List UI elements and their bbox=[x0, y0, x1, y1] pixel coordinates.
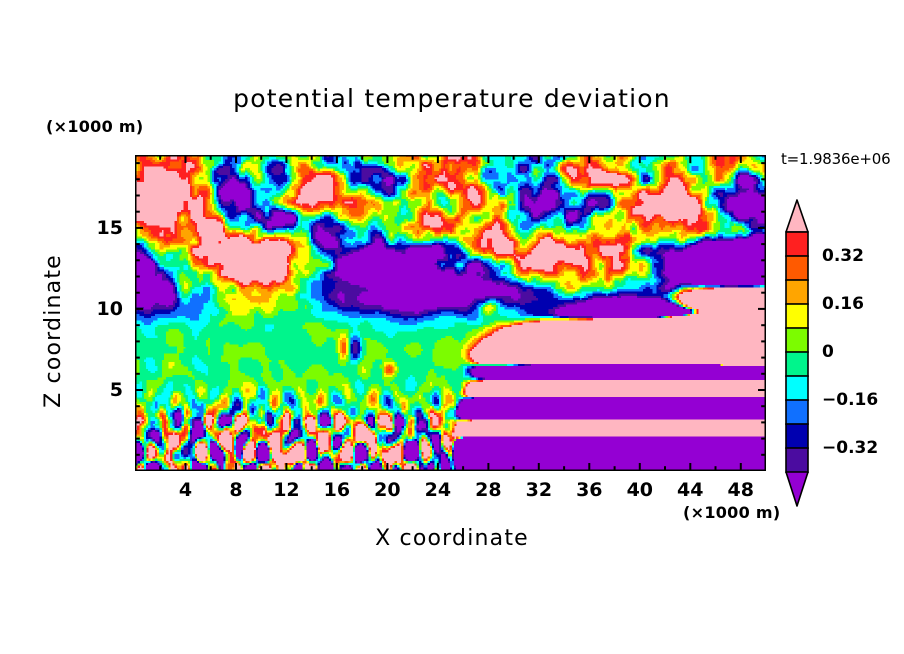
y-tick-label: 15 bbox=[96, 216, 123, 239]
y-axis-title: Z coordinate bbox=[41, 254, 66, 408]
x-tick-label: 32 bbox=[525, 479, 553, 501]
x-axis-title: X coordinate bbox=[375, 526, 529, 551]
colorbar-tick-label: 0 bbox=[822, 342, 834, 362]
x-tick-label: 48 bbox=[727, 479, 754, 501]
time-annotation: t=1.9836e+06 bbox=[781, 150, 891, 168]
colorbar-tick-label: −0.16 bbox=[822, 390, 879, 410]
x-tick-label: 28 bbox=[475, 479, 502, 501]
colorbar-tick-label: 0.16 bbox=[822, 294, 864, 314]
contour-plot bbox=[135, 155, 766, 471]
colorbar-units-label: (×1000 m) bbox=[683, 503, 781, 522]
x-tick-label: 8 bbox=[229, 479, 243, 501]
y-axis-units-label: (×1000 m) bbox=[46, 117, 144, 136]
x-tick-label: 16 bbox=[323, 479, 351, 501]
colorbar-tick-label: −0.32 bbox=[822, 438, 879, 458]
y-tick-label: 10 bbox=[96, 297, 123, 320]
page-title: potential temperature deviation bbox=[233, 84, 671, 113]
y-tick-label: 5 bbox=[109, 378, 123, 401]
colorbar bbox=[785, 199, 809, 507]
x-tick-label: 40 bbox=[626, 479, 654, 501]
x-tick-label: 44 bbox=[677, 479, 704, 501]
x-tick-label: 12 bbox=[273, 479, 300, 501]
x-tick-label: 20 bbox=[374, 479, 401, 501]
x-tick-label: 4 bbox=[178, 479, 193, 501]
colorbar-tick-label: 0.32 bbox=[822, 246, 864, 266]
x-tick-label: 24 bbox=[424, 479, 452, 501]
x-tick-label: 36 bbox=[576, 479, 603, 501]
